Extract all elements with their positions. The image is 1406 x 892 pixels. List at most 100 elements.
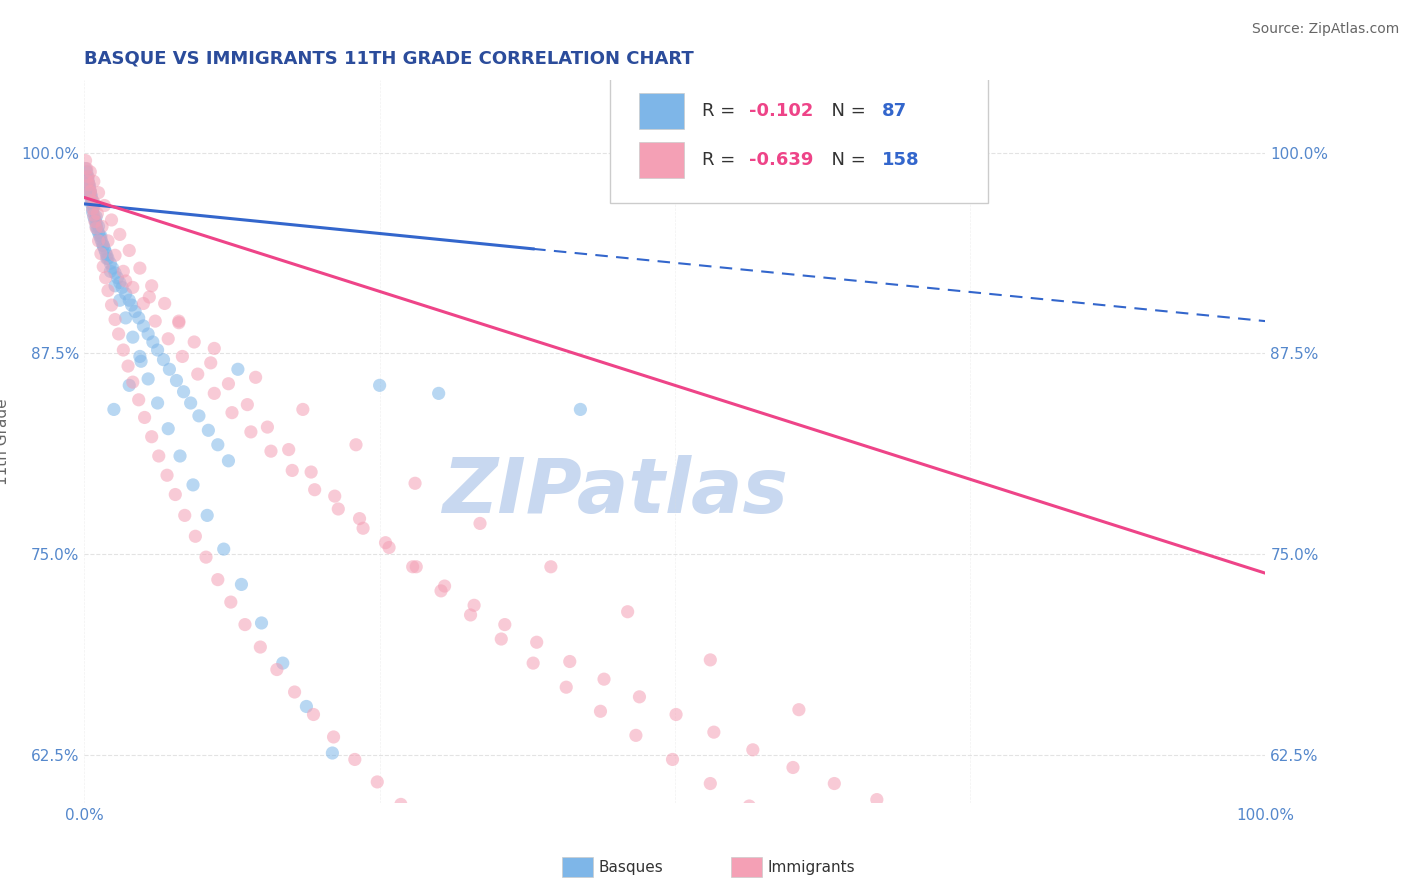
Point [100,298,122,312]
Point [94,245,117,260]
Point [132,318,155,333]
Point [299,465,322,479]
Point [905,888,928,892]
Point [104,312,127,326]
Point [823,776,845,790]
Point [79,184,101,198]
Point [302,707,325,722]
Point [128,310,150,325]
Point [143,314,166,328]
Point [98,264,121,278]
Point [91,238,114,252]
Point [91,235,114,250]
Point [91,219,114,234]
Point [212,542,235,557]
Point [628,690,651,704]
Point [558,655,581,669]
Point [121,298,143,312]
Point [153,296,176,310]
Point [202,386,225,401]
Point [200,356,222,370]
Point [79,186,101,200]
Point [97,252,120,266]
Point [207,438,229,452]
Point [87,186,110,200]
Point [118,293,141,308]
Point [866,792,889,806]
Point [187,367,209,381]
Point [167,316,190,330]
Point [79,186,101,200]
FancyBboxPatch shape [640,142,685,178]
Point [148,449,170,463]
Point [321,746,343,760]
Point [83,210,105,224]
Point [128,392,150,407]
Point [156,468,179,483]
Point [83,195,105,210]
Text: ZIPatlas: ZIPatlas [443,455,789,529]
Point [101,261,124,276]
Point [782,760,804,774]
Point [96,252,118,266]
Point [304,483,326,497]
Point [87,234,110,248]
Point [624,728,647,742]
Text: N =: N = [820,103,872,120]
Point [77,174,100,188]
Point [249,640,271,654]
Text: Immigrants: Immigrants [768,860,855,874]
Point [77,178,100,192]
Point [132,296,155,310]
Point [862,866,884,880]
Point [77,173,100,187]
Point [80,197,103,211]
Point [136,326,159,341]
Point [152,352,174,367]
Point [343,752,366,766]
Point [83,174,105,188]
Point [111,280,134,294]
Point [322,730,344,744]
Point [84,219,107,234]
Point [197,423,219,437]
Point [1147,884,1170,892]
FancyBboxPatch shape [610,77,988,203]
Point [83,200,105,214]
Point [166,374,188,388]
Point [555,680,578,694]
Point [108,293,131,308]
Point [402,559,425,574]
Point [76,165,98,179]
Point [491,632,513,646]
Point [84,210,107,224]
Point [94,270,117,285]
Point [195,508,218,523]
Point [368,378,391,392]
Point [245,370,267,384]
Text: -0.639: -0.639 [749,151,814,169]
Point [86,222,108,236]
Point [195,550,218,565]
Point [86,206,108,220]
Point [405,559,427,574]
Point [741,743,763,757]
Point [295,699,318,714]
Point [173,384,195,399]
Text: BASQUE VS IMMIGRANTS 11TH GRADE CORRELATION CHART: BASQUE VS IMMIGRANTS 11TH GRADE CORRELAT… [84,50,695,68]
Point [107,270,129,285]
Point [569,402,592,417]
Point [181,478,204,492]
FancyBboxPatch shape [640,94,685,129]
Point [344,438,367,452]
Point [955,824,977,838]
Point [83,208,105,222]
Point [661,752,683,766]
Point [202,342,225,356]
Y-axis label: 11th Grade: 11th Grade [0,398,10,485]
Point [415,820,437,834]
Point [323,489,346,503]
Point [138,290,160,304]
Point [76,161,98,176]
Point [266,663,288,677]
